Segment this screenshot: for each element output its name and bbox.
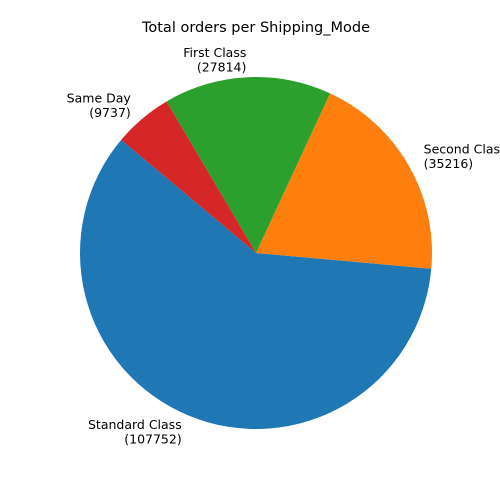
chart-title: Total orders per Shipping_Mode <box>141 20 370 36</box>
slice-label-second-class: Second Class (35216) <box>424 141 500 171</box>
slice-label-standard-class: Standard Class (107752) <box>88 417 182 447</box>
slice-label-same-day: Same Day (9737) <box>67 91 132 121</box>
slice-label-first-class: First Class (27814) <box>183 45 246 75</box>
pie-slices <box>80 77 432 429</box>
